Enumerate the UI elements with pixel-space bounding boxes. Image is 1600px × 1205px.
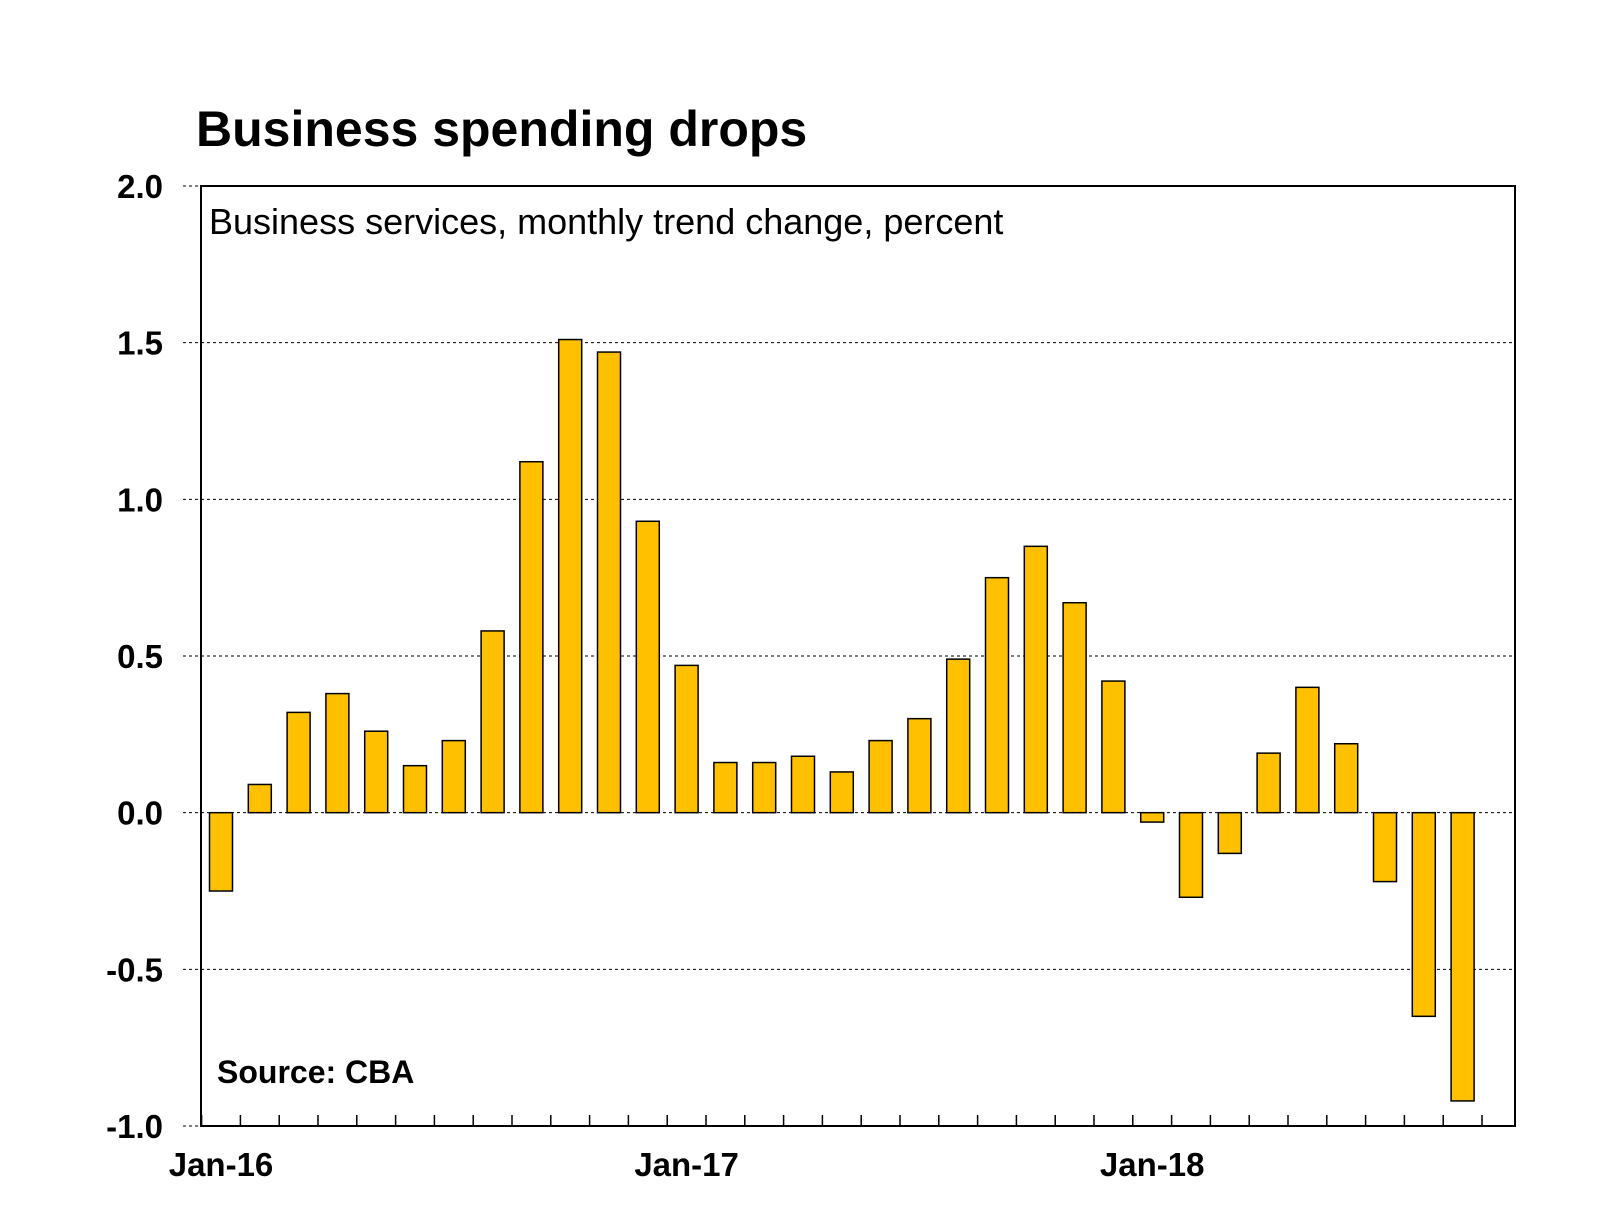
bar (325, 692, 350, 814)
plot-area-frame (200, 185, 1516, 1127)
bar (1178, 811, 1204, 899)
bar (751, 761, 777, 814)
y-tick-label: -1.0 (106, 1108, 163, 1145)
x-tick-label: Jan-16 (169, 1146, 274, 1183)
bar (868, 739, 893, 814)
bar (208, 811, 234, 892)
y-tick-label: 2.0 (117, 168, 163, 205)
bar (1023, 545, 1049, 814)
bar (1450, 811, 1475, 1102)
bar (480, 630, 505, 814)
y-tick-label: 1.0 (117, 481, 163, 518)
y-tick-label: 1.5 (117, 325, 163, 362)
y-axis-ticks: 2.0 1.5 1.0 0.5 0.0 -0.5 -1.0 (106, 168, 163, 1145)
bar (1062, 601, 1087, 814)
chart-title: Business spending drops (196, 101, 807, 157)
bar (402, 764, 428, 814)
bar (984, 576, 1010, 814)
x-axis-ticks: Jan-16 Jan-17 Jan-18 (169, 1115, 1483, 1183)
bar (790, 755, 816, 814)
bar (907, 717, 932, 814)
bar (1101, 680, 1126, 814)
y-tick-label: -0.5 (106, 951, 163, 988)
bar (1139, 811, 1165, 823)
bar (1295, 686, 1320, 814)
bar (1217, 811, 1243, 855)
y-tick-label: 0.0 (117, 795, 163, 832)
bar (1411, 811, 1437, 1018)
x-tick-label: Jan-17 (634, 1146, 739, 1183)
bar (286, 711, 311, 814)
bar (674, 664, 699, 814)
bar (829, 771, 855, 814)
bar (1333, 742, 1359, 814)
bar (1372, 811, 1398, 883)
bar (596, 351, 622, 814)
bar (519, 460, 544, 814)
bar (713, 761, 738, 814)
y-tick-label: 0.5 (117, 638, 163, 675)
source-label: Source: CBA (217, 1054, 414, 1090)
x-tick-label: Jan-18 (1100, 1146, 1205, 1183)
bar (441, 739, 467, 814)
chart-subtitle: Business services, monthly trend change,… (209, 201, 1003, 242)
bar (1256, 752, 1281, 814)
bar (945, 658, 971, 814)
bar (557, 338, 583, 814)
bar (247, 783, 273, 814)
bar (363, 730, 389, 814)
gridlines (183, 185, 1515, 1127)
bars (208, 338, 1475, 1102)
bar (635, 520, 661, 814)
